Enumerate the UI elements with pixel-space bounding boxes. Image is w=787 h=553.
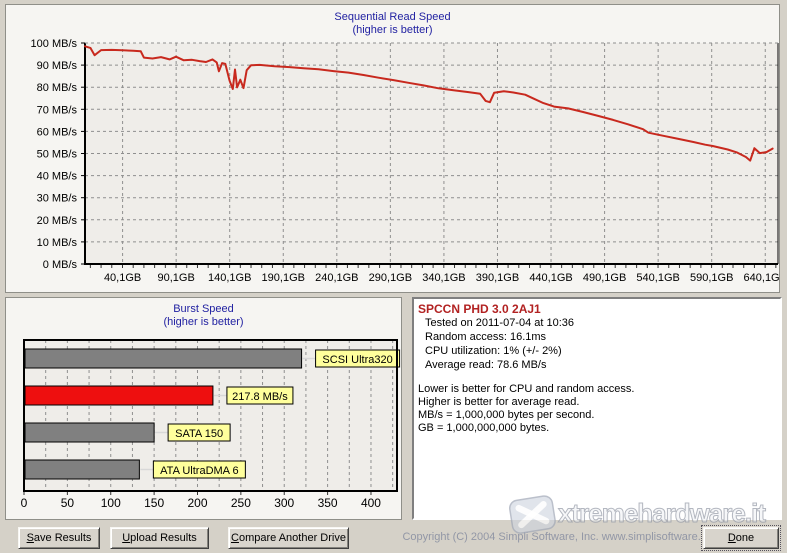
sequential-read-chart: 0 MB/s 10 MB/s 20 MB/s 30 MB/s 40 MB/s 50 MB/… [31, 38, 779, 284]
svg-text:0 MB/s: 0 MB/s [43, 259, 78, 271]
burst-speed-chart: SCSI Ultra320 217.8 MB/s SATA 150 ATA Ultra… [21, 339, 401, 510]
upload-results-label: Upload Results [122, 532, 197, 544]
done-button-focus-ring: Done [701, 525, 781, 551]
note-lower-better: Lower is better for CPU and random acces… [418, 383, 635, 395]
burst-axis-labels: 0 50 100 150 200 250 300 350 400 [21, 492, 381, 510]
compare-another-drive-label: Compare Another Drive [231, 532, 346, 544]
cpu-utilization-text: CPU utilization: 1% (+/- 2%) [425, 345, 562, 357]
note-gb-def: GB = 1,000,000,000 bytes. [418, 422, 550, 434]
burst-bar-3 [24, 459, 140, 480]
burst-bar-label-0: SCSI Ultra320 [322, 354, 392, 366]
burst-bar-label-box-1 [226, 386, 294, 405]
svg-text:250: 250 [231, 496, 251, 510]
svg-text:200: 200 [187, 496, 207, 510]
burst-bar-label-1: 217.8 MB/s [232, 391, 288, 403]
svg-text:40,1GB: 40,1GB [104, 272, 141, 284]
svg-text:40 MB/s: 40 MB/s [37, 171, 78, 183]
svg-text:290,1GB: 290,1GB [369, 272, 412, 284]
burst-speed-panel: Burst Speed (higher is better) SCSI Ultr… [5, 297, 402, 520]
burst-chart-title-line: Burst Speed [173, 303, 234, 315]
svg-text:190,1GB: 190,1GB [262, 272, 305, 284]
read-chart-subtitle: (higher is better) [352, 24, 433, 36]
svg-text:20 MB/s: 20 MB/s [37, 215, 78, 227]
svg-text:100: 100 [101, 496, 121, 510]
upload-results-button[interactable]: Upload Results [110, 527, 209, 549]
svg-text:440,1GB: 440,1GB [529, 272, 572, 284]
burst-bar-label-box-3 [152, 460, 246, 479]
save-results-label: Save Results [26, 532, 92, 544]
svg-text:400: 400 [361, 496, 381, 510]
svg-text:100 MB/s: 100 MB/s [31, 38, 78, 50]
svg-text:540,1GB: 540,1GB [636, 272, 679, 284]
svg-text:70 MB/s: 70 MB/s [37, 104, 78, 116]
svg-text:10 MB/s: 10 MB/s [37, 237, 78, 249]
svg-text:60 MB/s: 60 MB/s [37, 126, 78, 138]
done-label: Done [727, 532, 755, 544]
svg-text:90 MB/s: 90 MB/s [37, 60, 78, 72]
burst-bar-1 [24, 385, 214, 406]
sequential-read-panel: Sequential Read Speed (higher is better)… [5, 4, 780, 293]
burst-chart-title: Burst Speed (higher is better) [6, 303, 401, 329]
svg-text:150: 150 [144, 496, 164, 510]
average-read-text: Average read: 78.6 MB/s [425, 359, 547, 371]
read-chart-title: Sequential Read Speed (higher is better) [6, 11, 779, 37]
random-access-text: Random access: 16.1ms [425, 331, 547, 343]
done-button[interactable]: Done [703, 527, 779, 549]
spacer [418, 372, 776, 383]
svg-text:490,1GB: 490,1GB [583, 272, 626, 284]
note-higher-better: Higher is better for average read. [418, 396, 580, 408]
burst-bar-0 [24, 348, 303, 369]
tested-on-text: Tested on 2011-07-04 at 10:36 [425, 317, 575, 329]
drive-name: SPCCN PHD 3.0 2AJ1 [418, 302, 541, 316]
svg-text:140,1GB: 140,1GB [208, 272, 251, 284]
svg-text:390,1GB: 390,1GB [476, 272, 519, 284]
read-chart-title-line: Sequential Read Speed [334, 11, 451, 23]
burst-bar-label-box-0 [315, 349, 401, 368]
svg-text:640,1GB: 640,1GB [744, 272, 779, 284]
copyright-text: Copyright (C) 2004 Simpli Software, Inc.… [402, 531, 722, 543]
svg-text:340,1GB: 340,1GB [422, 272, 465, 284]
svg-text:350: 350 [318, 496, 338, 510]
read-axis-labels: 0 MB/s 10 MB/s 20 MB/s 30 MB/s 40 MB/s 50 MB/… [31, 38, 779, 284]
svg-text:90,1GB: 90,1GB [157, 272, 194, 284]
note-mbs-def: MB/s = 1,000,000 bytes per second. [418, 409, 595, 421]
svg-text:590,1GB: 590,1GB [690, 272, 733, 284]
read-speed-line [84, 45, 774, 162]
drive-info-panel: SPCCN PHD 3.0 2AJ1 Tested on 2011-07-04 … [412, 297, 782, 520]
burst-bar-label-3: ATA UltraDMA 6 [160, 465, 238, 477]
svg-text:300: 300 [274, 496, 294, 510]
compare-another-drive-button[interactable]: Compare Another Drive [228, 527, 349, 549]
burst-bar-label-box-2 [167, 423, 231, 442]
svg-text:240,1GB: 240,1GB [315, 272, 358, 284]
svg-text:30 MB/s: 30 MB/s [37, 193, 78, 205]
burst-bar-2 [24, 422, 155, 443]
svg-text:80 MB/s: 80 MB/s [37, 82, 78, 94]
svg-text:0: 0 [21, 496, 28, 510]
burst-chart-subtitle: (higher is better) [163, 316, 244, 328]
svg-text:50 MB/s: 50 MB/s [37, 149, 78, 161]
save-results-button[interactable]: Save Results [18, 527, 100, 549]
svg-text:50: 50 [61, 496, 75, 510]
burst-bar-label-2: SATA 150 [175, 428, 223, 440]
